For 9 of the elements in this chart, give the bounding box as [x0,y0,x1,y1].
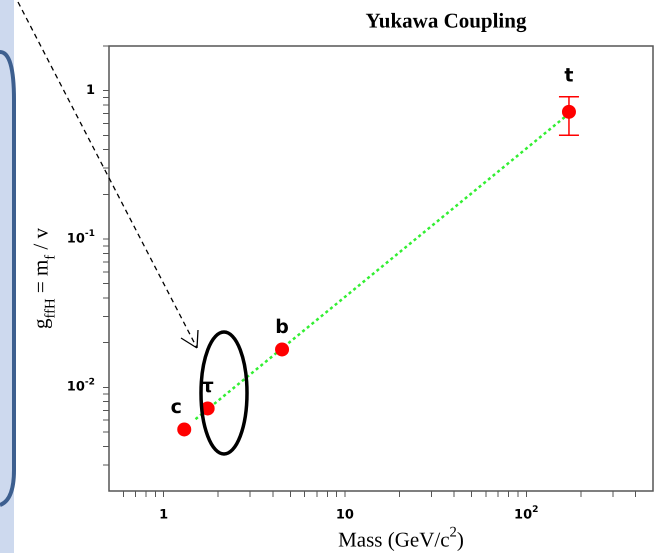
y-axis-title: gffH = mf / v [28,227,58,330]
annotation: c [170,396,182,418]
chart-title: Yukawa Coupling [366,8,527,32]
annotation: τ [202,374,214,397]
y-tick-label: 1 [86,83,95,98]
annotation: t [564,64,574,86]
x-tick-label: 10 [336,507,354,522]
annotation: b [275,316,289,338]
x-tick-label: 1 [159,507,168,522]
